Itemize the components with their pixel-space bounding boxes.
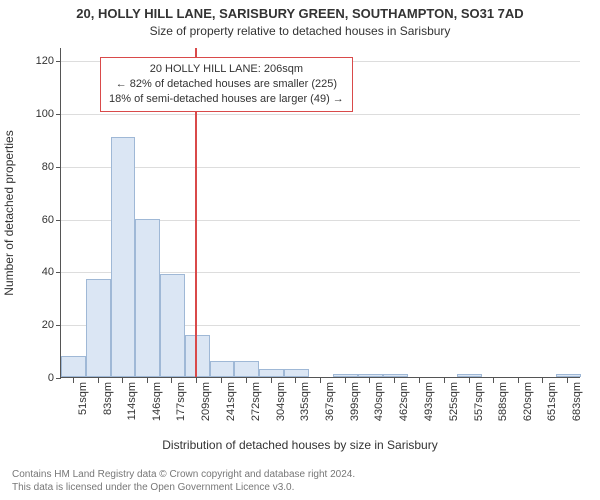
annotation-line1: 20 HOLLY HILL LANE: 206sqm xyxy=(109,62,344,77)
x-tick-mark xyxy=(295,378,296,383)
y-tick-mark xyxy=(56,114,61,115)
y-tick-mark xyxy=(56,220,61,221)
y-tick-mark xyxy=(56,272,61,273)
y-tick-label: 0 xyxy=(14,372,54,384)
x-tick-mark xyxy=(444,378,445,383)
x-tick-label: 177sqm xyxy=(175,382,187,442)
x-tick-label: 209sqm xyxy=(200,382,212,442)
y-tick-label: 100 xyxy=(14,108,54,120)
x-tick-label: 399sqm xyxy=(349,382,361,442)
x-tick-label: 304sqm xyxy=(275,382,287,442)
x-tick-mark xyxy=(271,378,272,383)
x-tick-mark xyxy=(73,378,74,383)
histogram-bar xyxy=(135,219,160,377)
footer-credits: Contains HM Land Registry data © Crown c… xyxy=(12,468,588,494)
x-tick-mark xyxy=(469,378,470,383)
title-main: 20, HOLLY HILL LANE, SARISBURY GREEN, SO… xyxy=(0,6,600,21)
histogram-bar xyxy=(185,335,210,377)
y-tick-mark xyxy=(56,167,61,168)
x-tick-mark xyxy=(98,378,99,383)
y-tick-mark xyxy=(56,61,61,62)
x-tick-mark xyxy=(122,378,123,383)
y-tick-label: 20 xyxy=(14,319,54,331)
annotation-box: 20 HOLLY HILL LANE: 206sqm ← 82% of deta… xyxy=(100,57,353,112)
x-tick-mark xyxy=(567,378,568,383)
y-tick-label: 80 xyxy=(14,161,54,173)
x-tick-mark xyxy=(369,378,370,383)
histogram-bar xyxy=(259,369,284,377)
title-sub: Size of property relative to detached ho… xyxy=(0,24,600,38)
footer-line1: Contains HM Land Registry data © Crown c… xyxy=(12,469,355,480)
x-tick-label: 51sqm xyxy=(77,382,89,442)
y-tick-label: 40 xyxy=(14,266,54,278)
histogram-bar xyxy=(234,361,259,377)
x-tick-label: 588sqm xyxy=(497,382,509,442)
histogram-bar xyxy=(556,374,581,377)
x-tick-mark xyxy=(419,378,420,383)
x-tick-mark xyxy=(518,378,519,383)
x-tick-label: 620sqm xyxy=(522,382,534,442)
x-tick-label: 462sqm xyxy=(398,382,410,442)
x-tick-mark xyxy=(221,378,222,383)
x-tick-label: 241sqm xyxy=(225,382,237,442)
footer-line2: This data is licensed under the Open Gov… xyxy=(12,482,294,493)
x-tick-label: 335sqm xyxy=(299,382,311,442)
annotation-line3: 18% of semi-detached houses are larger (… xyxy=(109,92,344,107)
histogram-bar xyxy=(358,374,383,377)
x-tick-mark xyxy=(320,378,321,383)
histogram-bar xyxy=(383,374,408,377)
x-tick-mark xyxy=(196,378,197,383)
x-tick-label: 557sqm xyxy=(473,382,485,442)
histogram-bar xyxy=(86,279,111,377)
histogram-bar xyxy=(111,137,136,377)
x-tick-label: 683sqm xyxy=(571,382,583,442)
x-axis-title: Distribution of detached houses by size … xyxy=(0,438,600,452)
x-tick-label: 83sqm xyxy=(102,382,114,442)
x-tick-mark xyxy=(147,378,148,383)
x-tick-label: 367sqm xyxy=(324,382,336,442)
x-tick-mark xyxy=(394,378,395,383)
grid-line xyxy=(61,167,580,168)
x-tick-mark xyxy=(345,378,346,383)
x-tick-label: 525sqm xyxy=(448,382,460,442)
x-tick-mark xyxy=(542,378,543,383)
x-tick-label: 272sqm xyxy=(250,382,262,442)
annotation-line2: ← 82% of detached houses are smaller (22… xyxy=(109,77,344,92)
x-tick-label: 651sqm xyxy=(546,382,558,442)
chart-container: 20, HOLLY HILL LANE, SARISBURY GREEN, SO… xyxy=(0,0,600,500)
x-tick-label: 430sqm xyxy=(373,382,385,442)
x-tick-mark xyxy=(493,378,494,383)
histogram-bar xyxy=(333,374,358,377)
x-tick-label: 114sqm xyxy=(126,382,138,442)
histogram-bar xyxy=(284,369,309,377)
histogram-bar xyxy=(457,374,482,377)
x-tick-label: 146sqm xyxy=(151,382,163,442)
histogram-bar xyxy=(160,274,185,377)
x-tick-label: 493sqm xyxy=(423,382,435,442)
y-tick-mark xyxy=(56,325,61,326)
y-tick-label: 60 xyxy=(14,214,54,226)
x-tick-mark xyxy=(246,378,247,383)
y-tick-label: 120 xyxy=(14,55,54,67)
histogram-bar xyxy=(61,356,86,377)
x-tick-mark xyxy=(171,378,172,383)
grid-line xyxy=(61,114,580,115)
histogram-bar xyxy=(210,361,235,377)
